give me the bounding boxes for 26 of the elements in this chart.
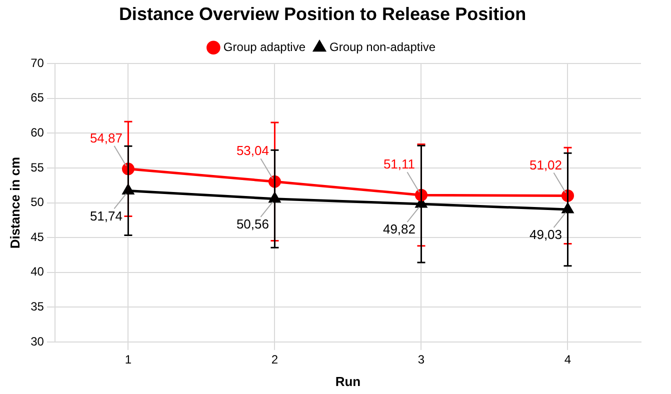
y-tick-label: 35 <box>30 300 44 314</box>
x-axis-title: Run <box>335 374 361 389</box>
y-tick-label: 60 <box>30 126 44 140</box>
y-tick-label: 45 <box>30 230 44 244</box>
data-label: 53,04 <box>236 143 269 158</box>
y-tick-label: 50 <box>30 195 44 210</box>
legend-label: Group non-adaptive <box>329 40 436 54</box>
x-tick-label: 4 <box>564 352 572 367</box>
data-label: 51,11 <box>383 156 416 172</box>
y-tick-label: 30 <box>30 334 44 348</box>
x-tick-label: 3 <box>418 352 425 367</box>
x-tick-label: 1 <box>124 352 132 367</box>
data-label: 51,02 <box>529 157 562 172</box>
y-tick-label: 70 <box>30 56 44 70</box>
data-label: 49,82 <box>382 222 416 237</box>
y-tick-label: 40 <box>30 264 44 279</box>
y-tick-label: 65 <box>30 90 44 105</box>
data-label: 54,87 <box>90 130 122 146</box>
data-label: 51,74 <box>90 208 122 224</box>
data-label: 49,03 <box>529 227 562 242</box>
x-tick-label: 2 <box>271 352 278 367</box>
y-tick-label: 55 <box>30 160 44 174</box>
data-label: 50,56 <box>236 216 269 232</box>
legend-label: Group adaptive <box>223 40 306 54</box>
y-axis-title: Distance in cm <box>7 156 22 249</box>
chart-title: Distance Overview Position to Release Position <box>118 4 526 24</box>
